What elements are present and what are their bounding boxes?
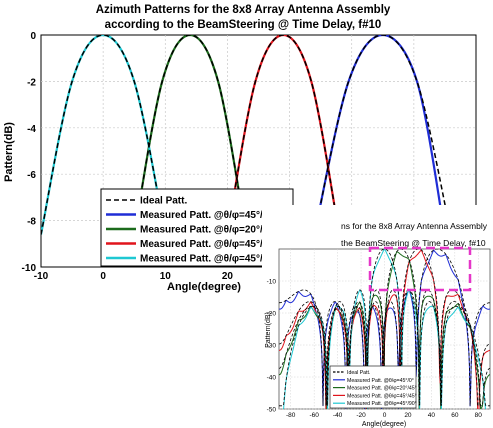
inset-series-line-4 (282, 249, 487, 409)
inset-x-ticks: -80 -60 -40 -20 0 20 40 60 80 (286, 412, 482, 419)
main-y-tick-label: 0 (30, 31, 36, 42)
inset-x-tick-label: -20 (356, 412, 366, 419)
inset-y-ticks: -10 -20 -30 -40 -50 (267, 279, 277, 414)
main-legend-label: Measured Patt. @θ/φ=45°/90° (140, 254, 278, 265)
main-ideal-beam-3 (313, 35, 452, 235)
inset-x-tick-label: 60 (451, 412, 459, 419)
inset-ideal-beam-0 (279, 249, 490, 407)
inset-x-tick-label: 0 (383, 412, 387, 419)
inset-x-axis-label: Angle(degree) (362, 421, 406, 428)
inset-legend-label: Measured Patt. @θ/φ=45°/90° (347, 401, 417, 407)
main-legend-label: Measured Patt. @θ/φ=20°/45° (140, 225, 278, 236)
inset-title: ns for the 8x8 Array Antenna Assembly (341, 221, 488, 231)
inset-x-tick-label: -40 (333, 412, 343, 419)
inset-legend-label: Measured Patt. @θ/φ=45°/45° (347, 393, 417, 399)
inset-y-tick-label: -30 (267, 343, 277, 350)
main-title: Azimuth Patterns for the 8x8 Array Anten… (96, 4, 391, 16)
main-y-tick-label: -10 (22, 263, 37, 274)
main-y-tick-label: -4 (27, 124, 36, 135)
main-y-axis-label: Pattern(dB) (3, 122, 15, 182)
inset-x-tick-label: 20 (404, 412, 412, 419)
inset-y-axis-label: Pattern(dB) (265, 312, 272, 348)
main-legend-label: Ideal Patt. (140, 196, 187, 207)
inset-legend: Ideal Patt. Measured Patt. @θ/φ=45°/0° Mea… (329, 365, 417, 409)
main-legend-label: Measured Patt. @θ/φ=45°/0° (140, 210, 272, 221)
main-x-tick-label: -10 (34, 271, 49, 282)
inset-ideal-beam-1 (279, 249, 490, 407)
inset-x-tick-label: -60 (309, 412, 319, 419)
main-x-tick-label: 0 (100, 271, 106, 282)
inset-ideal-beam-3 (279, 249, 490, 406)
main-x-tick-label: 20 (222, 271, 234, 282)
main-legend-box (100, 188, 294, 267)
main-y-ticks: 0 -2 -4 -6 -8 -10 (22, 31, 37, 274)
inset-curves (279, 249, 490, 409)
inset-legend-label: Ideal Patt. (347, 370, 370, 376)
inset-legend-label: Measured Patt. @θ/φ=20°/45° (347, 386, 417, 392)
inset-y-tick-label: -10 (267, 279, 277, 286)
inset-x-tick-label: 80 (475, 412, 483, 419)
inset-chart: ns for the 8x8 Array Antenna Assembly th… (262, 205, 493, 428)
main-series-line-4 (41, 35, 167, 235)
inset-x-tick-label: -80 (286, 412, 296, 419)
main-x-tick-label: 10 (160, 271, 172, 282)
inset-y-tick-label: -40 (267, 375, 277, 382)
main-legend: Ideal Patt. Measured Patt. @θ/φ=45°/0° Mea… (100, 188, 294, 267)
main-subtitle: according to the BeamSteering @ Time Del… (105, 19, 382, 31)
inset-x-tick-label: 40 (428, 412, 436, 419)
main-ideal-beam-1 (133, 35, 247, 235)
inset-legend-label: Measured Patt. @θ/φ=45°/0° (347, 378, 414, 384)
main-ideal-beam-2 (226, 35, 341, 235)
main-legend-label: Measured Patt. @θ/φ=45°/45° (140, 239, 278, 250)
inset-subtitle: the BeamSteering @ Time Delay, f#10 (341, 238, 486, 248)
zoom-highlight-box (368, 246, 472, 292)
main-y-tick-label: -8 (27, 217, 36, 228)
main-y-tick-label: -6 (27, 170, 36, 181)
main-y-tick-label: -2 (27, 77, 36, 88)
main-x-axis-label: Angle(degree) (167, 281, 241, 293)
inset-y-tick-label: -50 (267, 407, 277, 414)
main-curves (41, 35, 452, 235)
inset-y-tick-label: -20 (267, 311, 277, 318)
